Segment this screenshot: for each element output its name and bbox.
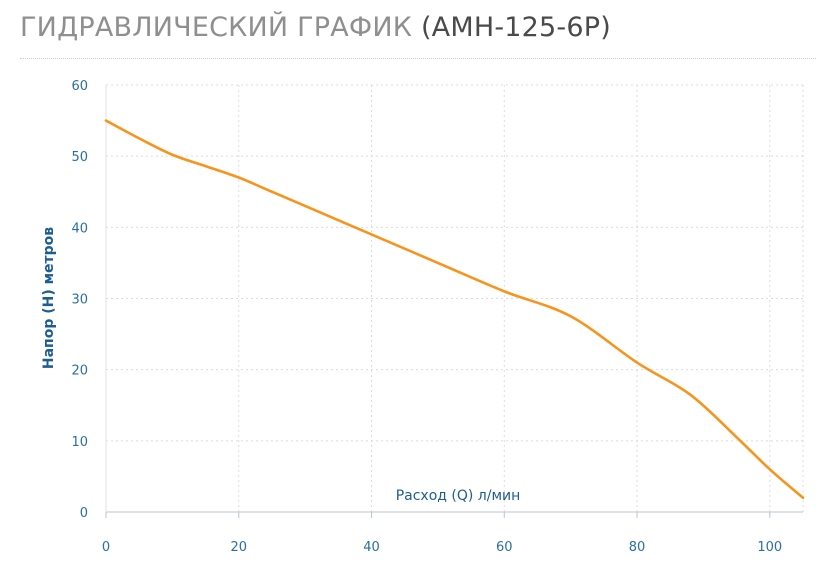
page-title: ГИДРАВЛИЧЕСКИЙ ГРАФИК (AMH-125-6P) <box>20 12 611 43</box>
axes <box>105 85 803 518</box>
y-tick-label: 30 <box>71 293 88 308</box>
head-flow-curve <box>104 119 805 500</box>
x-tick-label: 80 <box>629 540 646 555</box>
y-tick-label: 20 <box>71 364 88 379</box>
x-tick-label: 60 <box>496 540 513 555</box>
y-tick-label: 50 <box>71 150 88 165</box>
chart-title: ГИДРАВЛИЧЕСКИЙ ГРАФИК <box>20 12 413 43</box>
y-tick-label: 60 <box>71 79 88 94</box>
title-divider <box>20 58 816 59</box>
x-tick-label: 100 <box>757 540 782 555</box>
x-axis-title: Расход (Q) л/мин <box>396 488 521 504</box>
grid <box>106 84 804 512</box>
x-tick-label: 20 <box>230 540 247 555</box>
chart-model: (AMH-125-6P) <box>420 12 611 43</box>
y-tick-label: 10 <box>71 435 88 450</box>
tick-labels: 0 10 20 30 40 50 60 0 20 40 60 80 100 <box>71 79 782 555</box>
y-tick-label: 40 <box>71 221 88 236</box>
y-tick-label: 0 <box>80 506 88 521</box>
x-tick-label: 40 <box>363 540 380 555</box>
x-tick-label: 0 <box>102 540 110 555</box>
y-axis-title: Напор (Н) метров <box>41 227 57 369</box>
